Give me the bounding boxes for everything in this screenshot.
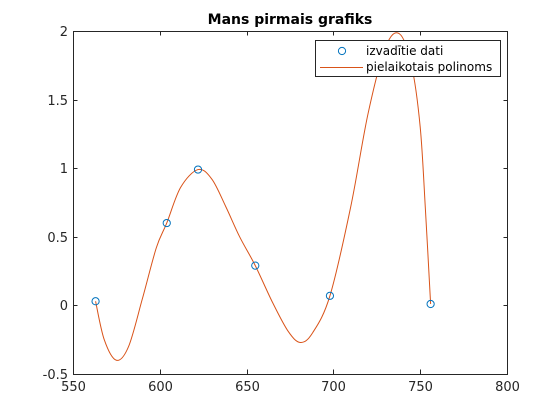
data-point: [426, 299, 435, 309]
legend-marker-circle: [337, 46, 347, 56]
x-tick-label: 800: [495, 380, 520, 395]
data-point: [162, 218, 171, 228]
x-tick-label: 700: [321, 380, 346, 395]
y-tick-label: -0.5: [43, 368, 68, 383]
data-point: [91, 297, 100, 306]
data-point: [325, 291, 335, 300]
x-tick-label: 550: [61, 380, 86, 395]
axes: 550 600 650 700 750 800 -0.5 0 0.5 1 1.5 2: [43, 25, 520, 395]
chart-title: Mans pirmais grafiks: [208, 12, 373, 28]
x-tick-label: 750: [408, 380, 433, 395]
plot-data: [91, 32, 435, 361]
legend-label: pielaikotais polinoms: [366, 60, 492, 74]
legend-label: izvadītie dati: [366, 44, 443, 58]
x-tick-label: 650: [235, 380, 260, 395]
plot-area-background: [73, 31, 507, 374]
data-point: [251, 261, 260, 270]
fitted-polynomial-line: [95, 32, 432, 361]
y-tick-label: 1.5: [47, 94, 68, 109]
legend-box: [315, 40, 501, 77]
y-tick-label: 1: [60, 162, 68, 177]
data-point: [193, 165, 203, 174]
y-tick-label: 0: [60, 299, 68, 314]
y-tick-label: 2: [60, 25, 68, 40]
y-tick-label: 0.5: [47, 231, 68, 246]
legend: izvadītie dati pielaikotais polinoms: [315, 40, 501, 77]
axes-box: [73, 31, 508, 375]
x-tick-label: 600: [148, 380, 173, 395]
